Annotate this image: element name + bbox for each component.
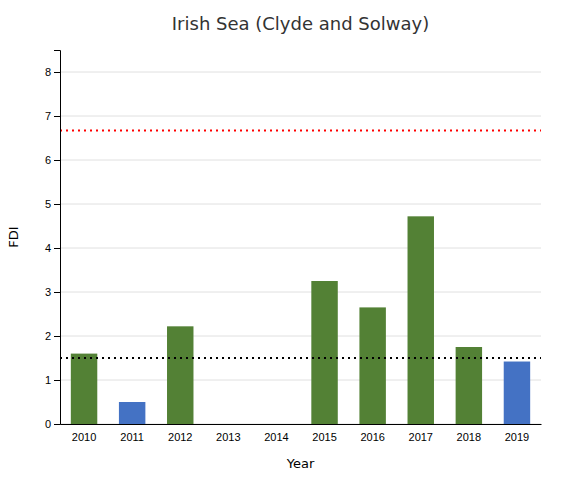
y-tick-label: 3: [45, 286, 51, 298]
bar: [215, 424, 241, 425]
x-tick: 2015: [312, 431, 336, 443]
x-tick: 2017: [409, 431, 433, 443]
y-tick: 5: [45, 198, 60, 210]
y-tick: 2: [45, 330, 60, 342]
y-tick-mark: [54, 292, 60, 293]
y-tick-label: 4: [45, 242, 51, 254]
bar: [263, 424, 289, 425]
y-axis-title: FDI: [6, 226, 21, 247]
bar: [71, 354, 97, 424]
grid-line: [60, 72, 541, 73]
y-tick-mark: [54, 160, 60, 161]
x-tick: 2018: [457, 431, 481, 443]
y-tick-mark: [54, 116, 60, 117]
bar: [504, 362, 530, 424]
y-tick: 0: [45, 418, 60, 430]
x-axis: 2010 2011 2012 2013 2014 2015 2016 2017 2018 2019: [61, 425, 542, 443]
x-tick: 2014: [264, 431, 288, 443]
y-tick-mark: [54, 336, 60, 337]
y-tick: 1: [45, 374, 60, 386]
x-tick-label: 2010: [72, 431, 96, 443]
grid: [60, 72, 541, 424]
y-tick-mark: [54, 380, 60, 381]
grid-line: [60, 204, 541, 205]
y-tick: 6: [45, 154, 60, 166]
bar: [359, 307, 385, 424]
x-tick-label: 2014: [264, 431, 288, 443]
x-tick-label: 2011: [120, 431, 144, 443]
x-tick-label: 2016: [360, 431, 384, 443]
x-tick: 2012: [168, 431, 192, 443]
y-axis-line: [54, 51, 61, 425]
x-tick-label: 2018: [457, 431, 481, 443]
plot: 0123456782010201120122013201420152016201…: [45, 51, 542, 443]
x-tick-label: 2015: [312, 431, 336, 443]
y-tick-label: 6: [45, 154, 51, 166]
y-tick-label: 1: [45, 374, 51, 386]
reference-line: [60, 129, 541, 131]
x-tick-label: 2013: [216, 431, 240, 443]
x-tick: 2019: [505, 431, 529, 443]
bar: [167, 326, 193, 424]
x-tick: 2016: [360, 431, 384, 443]
y-tick: 8: [45, 66, 60, 78]
grid-line: [60, 160, 541, 161]
title: Irish Sea (Clyde and Solway): [172, 13, 429, 34]
reference-line: [60, 357, 541, 359]
y-tick-label: 0: [45, 418, 51, 430]
bar: [311, 281, 337, 424]
y-tick-mark: [54, 424, 60, 425]
y-tick-mark: [54, 248, 60, 249]
y-tick-label: 5: [45, 198, 51, 210]
grid-line: [60, 116, 541, 117]
x-tick: 2011: [120, 431, 144, 443]
x-axis-line: [61, 424, 542, 425]
grid-line: [60, 248, 541, 249]
y-tick: 7: [45, 110, 60, 122]
y-tick-mark: [54, 72, 60, 73]
y-tick: 3: [45, 286, 60, 298]
x-tick: 2010: [72, 431, 96, 443]
y-axis: 0 1 2 3 4 5 6 7 8: [45, 51, 61, 431]
y-tick-label: 8: [45, 66, 51, 78]
x-axis-title: Year: [286, 456, 315, 471]
bar: [408, 216, 434, 424]
x-tick-label: 2017: [409, 431, 433, 443]
grid-line: [60, 292, 541, 293]
chart-svg: 0123456782010201120122013201420152016201…: [0, 0, 561, 482]
y-tick-label: 7: [45, 110, 51, 122]
bar: [119, 402, 145, 424]
y-tick-mark: [54, 204, 60, 205]
marks: [60, 131, 541, 424]
x-tick-label: 2012: [168, 431, 192, 443]
y-tick-label: 2: [45, 330, 51, 342]
y-tick: 4: [45, 242, 60, 254]
x-tick-label: 2019: [505, 431, 529, 443]
grid-line: [60, 336, 541, 337]
x-tick: 2013: [216, 431, 240, 443]
chart-container: 0123456782010201120122013201420152016201…: [0, 0, 561, 482]
